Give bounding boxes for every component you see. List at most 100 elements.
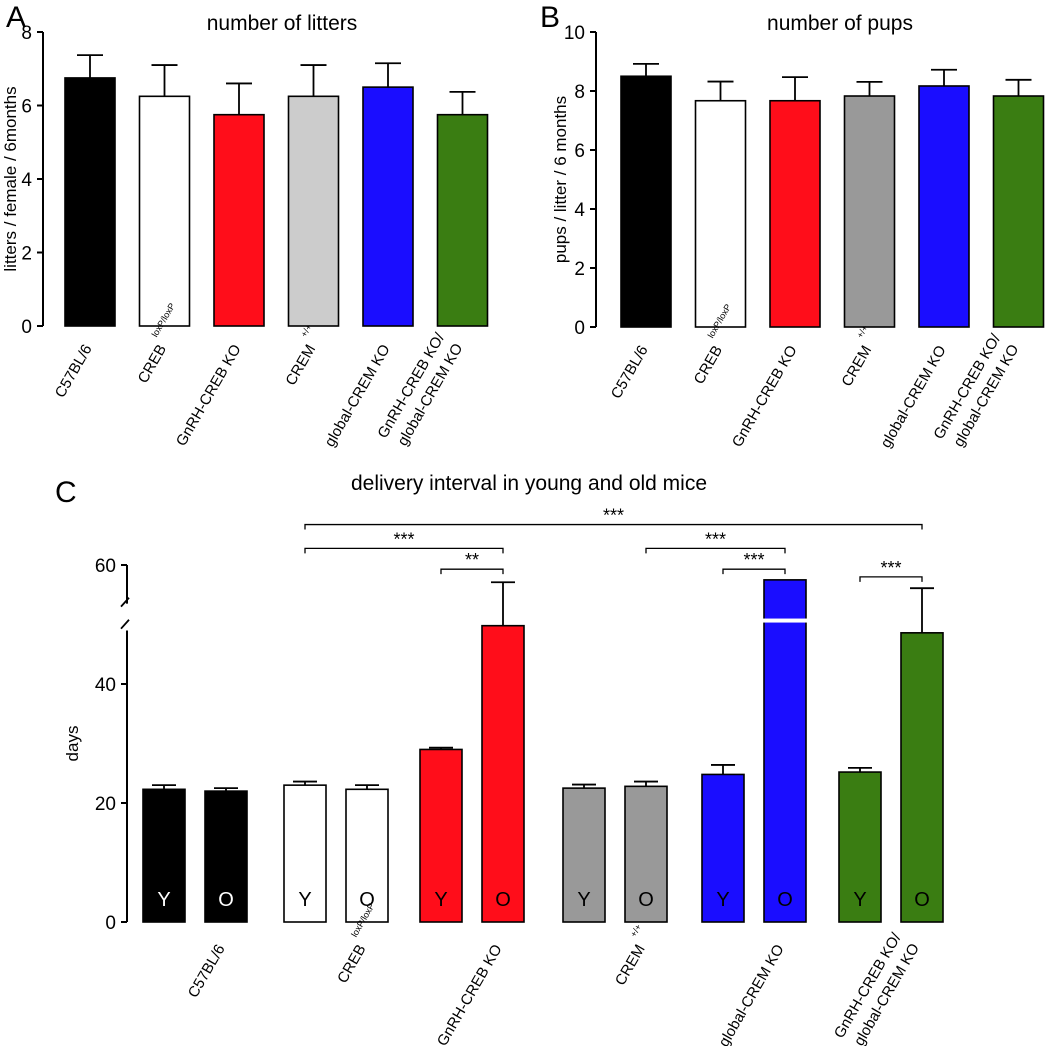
panel-label: A <box>6 1 26 34</box>
bar <box>64 77 116 327</box>
x-tick-label-group: GnRH-CREB KO <box>729 343 801 450</box>
significance-bracket <box>859 576 923 582</box>
significance-label: *** <box>880 558 901 578</box>
error-bar <box>300 64 327 97</box>
axis-break-mark <box>120 597 130 630</box>
y-axis-label: litters / female / 6months <box>1 86 20 271</box>
bar-inner-label: O <box>218 889 234 911</box>
bar <box>138 95 191 327</box>
y-tick-label: 0 <box>21 317 32 338</box>
bar <box>624 785 668 923</box>
error-bar <box>77 54 103 78</box>
bar <box>142 788 186 923</box>
x-tick-label: C57BL/6 <box>185 942 229 1001</box>
x-tick-label-group: GnRH-CREB KO <box>173 342 245 449</box>
bar-inner-label: O <box>359 889 375 911</box>
x-tick-label-superscript: +/+ <box>628 922 643 938</box>
error-bar <box>214 787 238 792</box>
x-tick-label: C57BL/6 <box>52 342 96 401</box>
x-tick-label-group: GnRH-CREB KO <box>434 942 506 1046</box>
panel-label: C <box>55 476 77 509</box>
x-tick-label-group: CREM +/+ <box>612 922 649 989</box>
significance-bracket <box>304 547 504 554</box>
significance-bracket <box>304 523 923 530</box>
error-bar <box>152 784 176 790</box>
y-tick-label: 6 <box>574 141 585 162</box>
y-tick-label: 20 <box>95 794 116 815</box>
error-bar <box>151 64 178 97</box>
bar-inner-label: O <box>777 889 793 911</box>
bar-inner-label: Y <box>434 889 447 911</box>
error-bar <box>856 80 883 97</box>
bar <box>213 113 265 327</box>
error-bar <box>572 783 596 789</box>
x-tick-label: global-CREM KO <box>715 942 787 1046</box>
bar <box>562 787 606 923</box>
error-bar <box>355 784 379 790</box>
x-tick-label: CREB <box>691 343 727 388</box>
error-bar <box>226 82 252 115</box>
error-bar <box>931 68 957 86</box>
bar <box>287 95 340 327</box>
x-tick-label: CREB <box>135 342 171 387</box>
significance-bracket <box>440 568 504 575</box>
bar <box>694 99 747 328</box>
significance-bracket <box>722 568 786 575</box>
error-bar <box>782 76 808 101</box>
error-bar <box>910 587 934 633</box>
bar <box>843 95 896 328</box>
y-axis-label: pups / litter / 6 months <box>551 96 570 263</box>
x-tick-label-group: C57BL/6 <box>185 942 229 1001</box>
x-tick-label: CREM <box>612 942 649 989</box>
bar <box>481 624 525 923</box>
y-tick-label: 8 <box>21 23 32 44</box>
error-bar <box>429 746 453 750</box>
bar-inner-label: Y <box>716 889 729 911</box>
y-tick-label: 4 <box>574 200 585 221</box>
error-bar <box>633 62 659 77</box>
chart-title: delivery interval in young and old mice <box>351 472 707 495</box>
bar-inner-label: Y <box>157 889 170 911</box>
bar <box>436 113 489 327</box>
significance-label: *** <box>603 506 624 526</box>
error-bar <box>707 80 734 101</box>
x-tick-label: C57BL/6 <box>608 343 652 402</box>
bar <box>763 579 807 923</box>
bar-inner-label: O <box>495 889 511 911</box>
bar-inner-label: O <box>638 889 654 911</box>
x-tick-label: CREB <box>334 942 370 987</box>
bar-break-gap <box>762 618 808 623</box>
significance-label: *** <box>743 550 764 570</box>
bar <box>362 86 414 327</box>
chart-title: number of pups <box>767 12 913 35</box>
error-bar <box>848 766 872 773</box>
bar <box>992 95 1045 328</box>
bar <box>701 773 745 923</box>
x-tick-label-group: C57BL/6 <box>608 343 652 402</box>
error-bar <box>293 780 317 786</box>
y-tick-label: 2 <box>21 244 32 265</box>
significance-label: ** <box>465 550 479 570</box>
bar <box>769 99 821 328</box>
y-tick-label: 2 <box>574 259 585 280</box>
bar-inner-label: Y <box>577 889 590 911</box>
y-tick-label: 0 <box>574 318 585 339</box>
error-bar <box>1005 78 1032 97</box>
bar <box>838 771 882 923</box>
bar <box>204 790 248 923</box>
x-tick-label: GnRH-CREB KO <box>173 342 245 449</box>
x-tick-label-group: global-CREM KO <box>715 942 787 1046</box>
error-bar <box>634 780 658 787</box>
x-tick-label-group: CREM+/+ <box>838 323 875 389</box>
significance-bracket <box>645 547 786 554</box>
x-tick-label-group: CREM+/+ <box>282 322 319 388</box>
significance-label: *** <box>705 529 726 549</box>
bar <box>900 632 944 923</box>
error-bar <box>375 62 401 88</box>
panel-label: B <box>540 1 560 34</box>
y-tick-label: 0 <box>105 913 116 934</box>
